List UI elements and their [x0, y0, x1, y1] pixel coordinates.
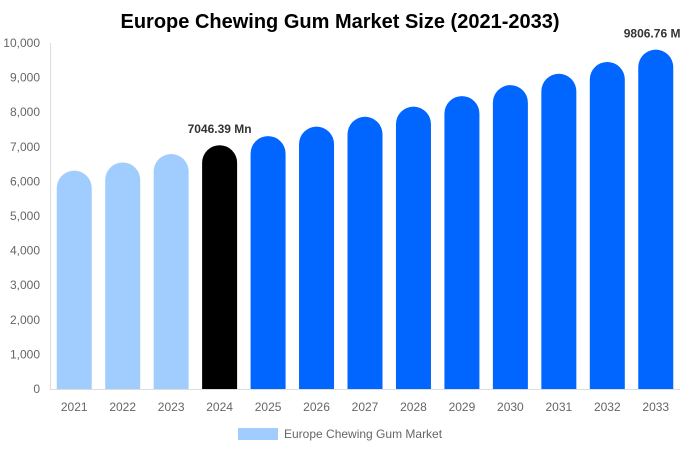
x-tick-label: 2030 — [497, 400, 524, 414]
y-tick-label: 9,000 — [10, 71, 40, 85]
y-tick-label: 8,000 — [10, 105, 40, 119]
x-tick-label: 2032 — [594, 400, 621, 414]
bar-2023 — [153, 153, 189, 389]
y-tick-label: 5,000 — [10, 209, 40, 223]
bar-2027 — [347, 116, 383, 389]
bar-2021 — [56, 170, 92, 389]
y-tick-label: 3,000 — [10, 278, 40, 292]
y-tick-label: 2,000 — [10, 313, 40, 327]
bar-2028 — [395, 106, 431, 390]
x-tick-label: 2027 — [352, 400, 379, 414]
y-tick-label: 0 — [33, 382, 40, 396]
y-tick-label: 1,000 — [10, 347, 40, 361]
bar-2022 — [105, 162, 141, 389]
bar-2026 — [299, 126, 335, 389]
data-label-2033: 9806.76 Mn — [624, 27, 680, 41]
x-tick-label: 2021 — [61, 400, 88, 414]
x-tick-label: 2022 — [109, 400, 136, 414]
chart-title: Europe Chewing Gum Market Size (2021-203… — [120, 11, 559, 33]
x-tick-label: 2029 — [449, 400, 476, 414]
bar-2030 — [492, 85, 528, 390]
bar-2032 — [589, 61, 625, 390]
bar-2033 — [638, 49, 674, 390]
legend-label: Europe Chewing Gum Market — [284, 427, 443, 441]
x-tick-label: 2023 — [158, 400, 185, 414]
x-tick-label: 2031 — [545, 400, 572, 414]
x-tick-label: 2024 — [206, 400, 233, 414]
bar-2024 — [202, 145, 238, 389]
legend-swatch — [238, 428, 278, 440]
x-tick-label: 2033 — [642, 400, 669, 414]
y-tick-label: 4,000 — [10, 244, 40, 258]
y-tick-label: 7,000 — [10, 140, 40, 154]
y-tick-label: 6,000 — [10, 174, 40, 188]
x-tick-label: 2028 — [400, 400, 427, 414]
y-tick-label: 10,000 — [3, 36, 40, 50]
x-tick-label: 2025 — [255, 400, 282, 414]
bar-2025 — [250, 136, 286, 389]
bar-2029 — [444, 96, 480, 389]
bar-2031 — [541, 73, 577, 389]
x-tick-label: 2026 — [303, 400, 330, 414]
data-label-2024: 7046.39 Mn — [188, 122, 252, 136]
